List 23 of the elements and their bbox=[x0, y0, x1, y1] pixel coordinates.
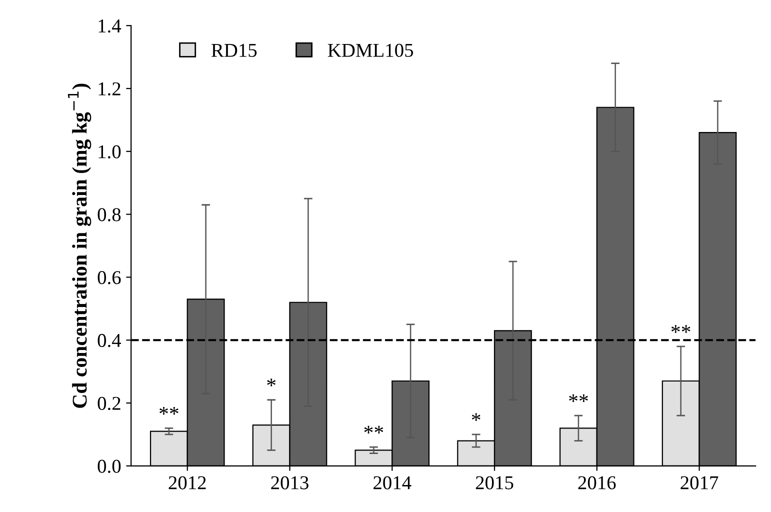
y-tick-label: 0.4 bbox=[98, 334, 122, 348]
y-tick-label: 1.2 bbox=[98, 82, 120, 96]
x-tick-label: 2017 bbox=[680, 476, 718, 490]
legend-label: RD15 bbox=[211, 44, 257, 57]
y-axis-title: Cd concentration in grain (mg kg$^{−1}$) bbox=[68, 84, 92, 408]
y-tick-label: 1.0 bbox=[98, 145, 121, 158]
y-tick-label: 0.2 bbox=[98, 396, 120, 410]
annotation: ** bbox=[671, 325, 690, 333]
y-tick-label: 1.4 bbox=[98, 20, 122, 33]
y-tick-label: 0.6 bbox=[98, 271, 121, 284]
annotation: * bbox=[472, 413, 480, 421]
x-tick-label: 2014 bbox=[374, 476, 412, 490]
annotation: ** bbox=[569, 394, 588, 402]
annotation: ** bbox=[364, 426, 384, 434]
annotation: ** bbox=[160, 406, 178, 415]
x-tick-label: 2016 bbox=[578, 476, 616, 490]
x-tick-label: 2015 bbox=[476, 476, 514, 490]
x-tick-label: 2012 bbox=[168, 476, 206, 490]
annotation: * bbox=[267, 378, 276, 386]
y-tick-label: 0.0 bbox=[98, 460, 121, 473]
legend-label: KDML105 bbox=[328, 44, 414, 57]
x-tick-label: 2013 bbox=[271, 476, 308, 490]
y-tick-label: 0.8 bbox=[98, 208, 121, 222]
